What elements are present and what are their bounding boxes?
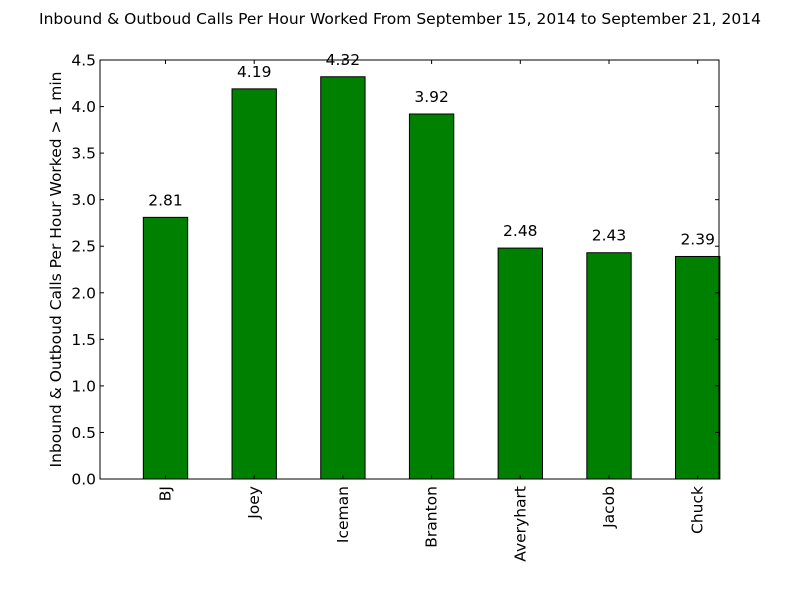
bar-chuck (675, 255, 721, 480)
x-axis: BJ Joey Iceman Branton Averyhart Jacob Chuck (157, 60, 707, 562)
value-label-jacob: 2.43 (592, 227, 627, 245)
y-tick-label: 0.0 (71, 471, 96, 489)
y-tick-label: 2.5 (71, 238, 96, 256)
y-axis: 0.0 0.5 1.0 1.5 2.0 2.5 3.0 3.5 4.0 4.5 (71, 52, 719, 489)
x-tick-label-iceman: Iceman (334, 486, 352, 543)
y-tick-label: 2.0 (71, 284, 96, 302)
value-label-bj: 2.81 (148, 191, 183, 209)
x-tick-label-averyhart: Averyhart (511, 486, 529, 562)
value-label-chuck: 2.39 (680, 230, 715, 248)
bar-averyhart (497, 247, 543, 480)
bar-iceman (320, 76, 366, 480)
bar-bj (142, 216, 189, 480)
y-tick-label: 4.5 (71, 52, 96, 70)
y-axis-label: Inbound & Outboud Calls Per Hour Worked … (47, 72, 65, 468)
x-tick-label-joey: Joey (245, 486, 263, 520)
bar-joey (231, 88, 277, 480)
bar-branton (408, 113, 455, 480)
x-tick-label-jacob: Jacob (600, 486, 618, 529)
y-tick-label: 1.0 (71, 377, 96, 395)
plot-frame (99, 59, 720, 480)
y-tick-label: 1.5 (71, 331, 96, 349)
value-label-joey: 4.19 (237, 63, 272, 81)
chart-title: Inbound & Outboud Calls Per Hour Worked … (39, 10, 761, 28)
bars-group (142, 76, 721, 480)
y-tick-label: 3.5 (71, 145, 96, 163)
y-tick-label: 0.5 (71, 424, 96, 442)
value-label-averyhart: 2.48 (503, 222, 538, 240)
bar-jacob (586, 252, 632, 480)
x-tick-label-branton: Branton (423, 486, 441, 548)
value-label-branton: 3.92 (414, 88, 449, 106)
x-tick-label-bj: BJ (157, 486, 175, 501)
x-tick-label-chuck: Chuck (689, 486, 707, 534)
y-tick-label: 4.0 (71, 98, 96, 116)
y-tick-label: 3.0 (71, 191, 96, 209)
